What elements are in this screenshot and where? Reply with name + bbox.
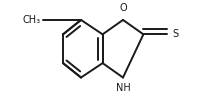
Text: CH₃: CH₃ xyxy=(22,15,40,25)
Text: S: S xyxy=(172,29,178,39)
Text: O: O xyxy=(119,3,127,13)
Text: NH: NH xyxy=(116,83,130,93)
